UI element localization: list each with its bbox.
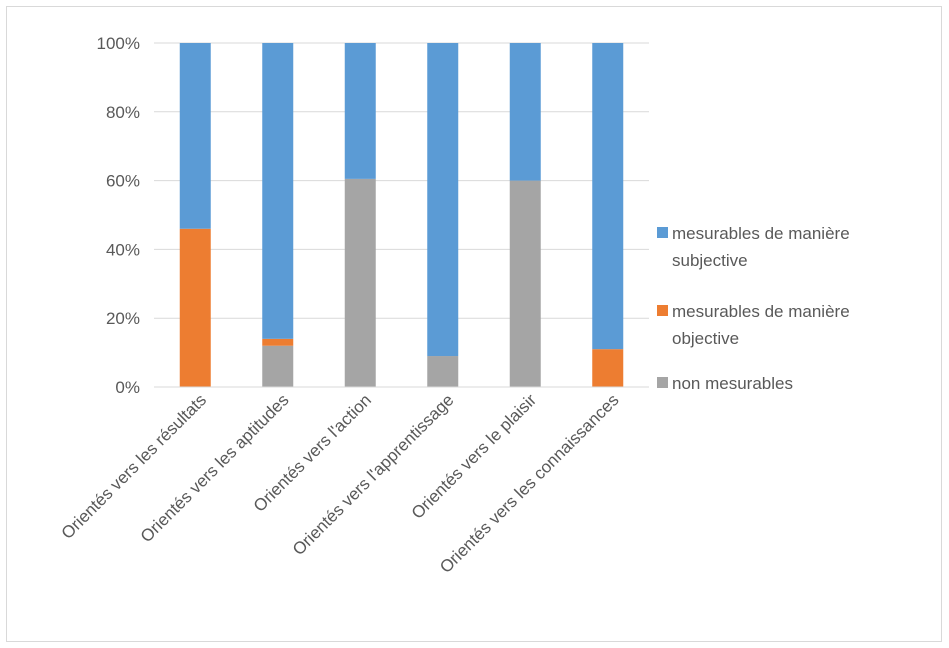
legend: mesurables de manière subjective mesurable…	[657, 224, 850, 393]
bar-segment	[262, 345, 294, 387]
stacked-bar-chart: 0% 20% 40% 60% 80% 100% Orientés vers les rés…	[58, 34, 850, 577]
x-category-label: Orientés vers les résultats	[58, 390, 210, 542]
bar-segment	[592, 349, 624, 387]
bar-segment	[509, 180, 541, 387]
bar-segment	[427, 43, 459, 357]
legend-swatch	[657, 305, 668, 316]
bar-segment	[427, 356, 459, 387]
y-tick-label: 20%	[106, 309, 140, 328]
legend-swatch	[657, 377, 668, 388]
x-category-label: Orientés vers l'apprentissage	[289, 390, 458, 559]
legend-swatch	[657, 227, 668, 238]
gridlines	[154, 42, 649, 319]
bar-segment	[592, 43, 624, 350]
x-category-label: Orientés vers les connaissances	[436, 390, 622, 576]
legend-label: mesurables de manière	[672, 224, 850, 243]
bar-segment	[344, 178, 376, 387]
legend-label: objective	[672, 329, 739, 348]
chart-frame: 0% 20% 40% 60% 80% 100% Orientés vers les rés…	[6, 6, 942, 642]
bar-segment	[179, 43, 211, 229]
y-tick-label: 60%	[106, 172, 140, 191]
legend-label: subjective	[672, 251, 748, 270]
x-category-label: Orientés vers les aptitudes	[137, 390, 293, 546]
y-tick-label: 0%	[115, 378, 140, 397]
bars	[179, 43, 624, 387]
legend-label: mesurables de manière	[672, 302, 850, 321]
bar-segment	[262, 338, 294, 346]
y-tick-label: 100%	[97, 34, 140, 53]
y-tick-label: 80%	[106, 103, 140, 122]
bar-segment	[262, 43, 294, 339]
legend-label: non mesurables	[672, 374, 793, 393]
bar-segment	[509, 43, 541, 181]
y-tick-label: 40%	[106, 240, 140, 259]
y-axis-tick-labels: 0% 20% 40% 60% 80% 100%	[97, 34, 140, 397]
bar-segment	[344, 43, 376, 179]
bar-segment	[179, 228, 211, 387]
